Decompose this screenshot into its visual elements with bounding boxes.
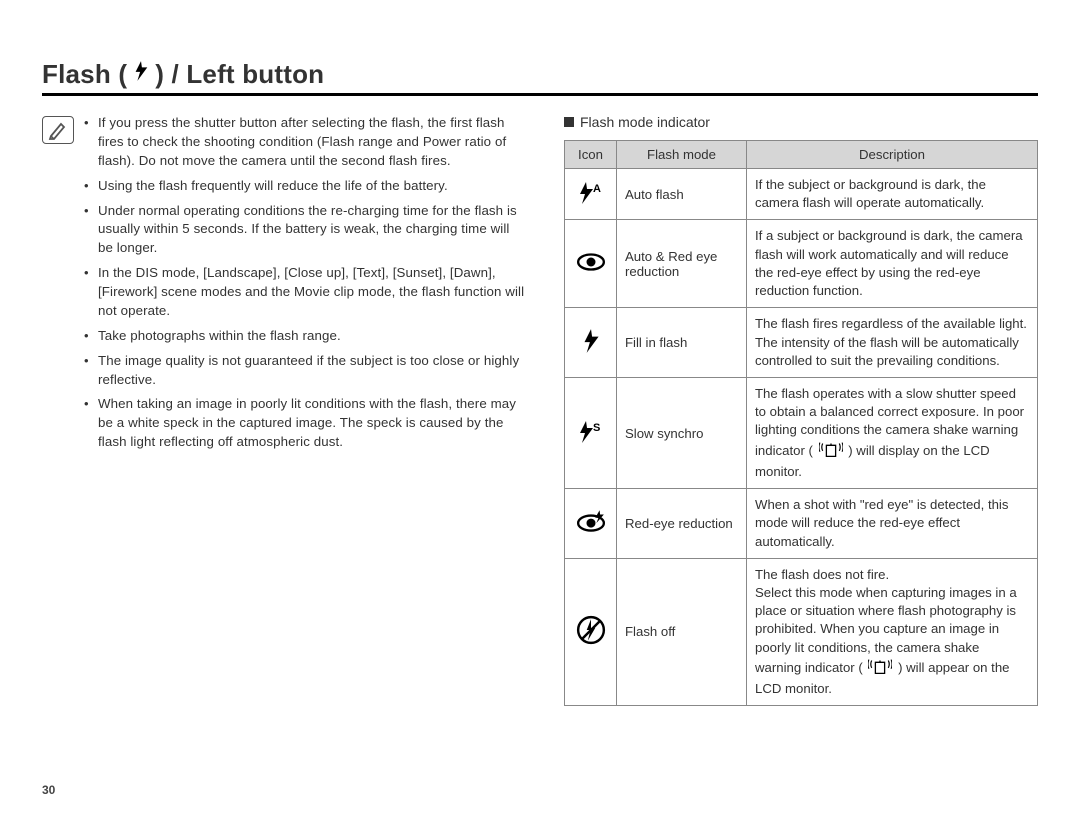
notes-column: If you press the shutter button after se… [42,114,528,706]
mode-name: Flash off [617,558,747,706]
mode-desc: If the subject or background is dark, th… [747,169,1038,220]
camera-shake-icon [819,440,843,463]
note-item: If you press the shutter button after se… [84,114,528,171]
auto-flash-icon: A [565,169,617,220]
mode-desc: The flash operates with a slow shutter s… [747,377,1038,488]
redeye-reduction-icon [565,489,617,559]
camera-shake-icon [868,657,892,680]
table-row: S Slow synchro The flash operates with a… [565,377,1038,488]
notes-list: If you press the shutter button after se… [84,114,528,706]
mode-desc: The flash fires regardless of the availa… [747,308,1038,378]
note-icon-box [42,114,74,706]
table-header-row: Icon Flash mode Description [565,141,1038,169]
table-row: Red-eye reduction When a shot with "red … [565,489,1038,559]
content-columns: If you press the shutter button after se… [42,114,1038,706]
note-item: The image quality is not guaranteed if t… [84,352,528,390]
page-title: Flash ( ) / Left button [42,58,1038,91]
header-mode: Flash mode [617,141,747,169]
slow-synchro-icon: S [565,377,617,488]
svg-text:A: A [593,183,601,195]
table-row: Fill in flash The flash fires regardless… [565,308,1038,378]
mode-desc: If a subject or background is dark, the … [747,220,1038,308]
page-number: 30 [42,783,55,797]
header-icon: Icon [565,141,617,169]
table-row: Auto & Red eye reduction If a subject or… [565,220,1038,308]
flash-mode-table: Icon Flash mode Description A Auto flash… [564,140,1038,706]
mode-name: Red-eye reduction [617,489,747,559]
square-bullet-icon [564,117,574,127]
table-row: Flash off The flash does not fire. Selec… [565,558,1038,706]
mode-name: Auto & Red eye reduction [617,220,747,308]
note-item: Take photographs within the flash range. [84,327,528,346]
header-description: Description [747,141,1038,169]
mode-desc: The flash does not fire. Select this mod… [747,558,1038,706]
title-text-1: Flash ( [42,59,127,90]
note-item: In the DIS mode, [Landscape], [Close up]… [84,264,528,321]
flash-bolt-icon [132,58,150,91]
auto-redeye-icon [565,220,617,308]
mode-name: Fill in flash [617,308,747,378]
mode-desc: When a shot with "red eye" is detected, … [747,489,1038,559]
pencil-note-icon [42,116,74,144]
table-subheading: Flash mode indicator [564,114,1038,130]
mode-name: Slow synchro [617,377,747,488]
note-item: Using the flash frequently will reduce t… [84,177,528,196]
note-item: When taking an image in poorly lit condi… [84,395,528,452]
title-text-2: ) / Left button [155,59,324,90]
subheading-text: Flash mode indicator [580,114,710,130]
fill-flash-icon [565,308,617,378]
table-column: Flash mode indicator Icon Flash mode Des… [564,114,1038,706]
mode-name: Auto flash [617,169,747,220]
flash-off-icon [565,558,617,706]
note-item: Under normal operating conditions the re… [84,202,528,259]
title-bar: Flash ( ) / Left button [42,58,1038,96]
svg-text:S: S [593,422,600,434]
table-row: A Auto flash If the subject or backgroun… [565,169,1038,220]
